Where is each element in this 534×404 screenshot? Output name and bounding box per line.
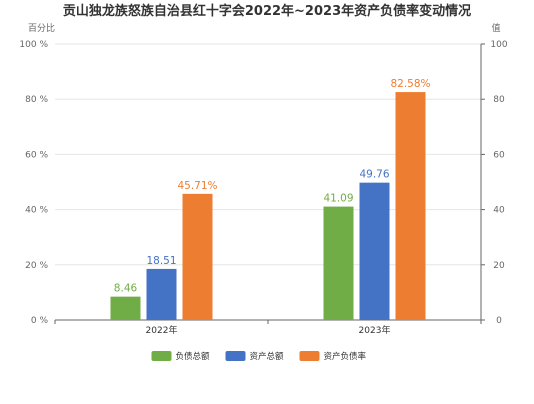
data-label: 49.76 bbox=[359, 169, 389, 181]
left-tick-label: 60 % bbox=[25, 150, 48, 160]
bar[interactable] bbox=[395, 92, 426, 321]
left-tick-label: 40 % bbox=[25, 206, 48, 216]
data-label: 41.09 bbox=[323, 193, 353, 205]
bar[interactable] bbox=[323, 206, 354, 320]
bars bbox=[110, 92, 426, 321]
bar[interactable] bbox=[110, 296, 141, 320]
left-axis-name: 百分比 bbox=[28, 22, 55, 34]
right-tick-label: 80 bbox=[493, 95, 505, 105]
legend-label[interactable]: 资产总额 bbox=[250, 351, 285, 362]
right-tick-label: 20 bbox=[493, 261, 505, 271]
x-tick-label: 2023年 bbox=[359, 324, 391, 336]
x-tick-label: 2022年 bbox=[146, 324, 178, 336]
right-tick-label: 40 bbox=[493, 206, 505, 216]
bar[interactable] bbox=[182, 193, 213, 320]
right-tick-label: 100 bbox=[490, 40, 507, 50]
left-tick-label: 80 % bbox=[25, 95, 48, 105]
right-axis-name: 值 bbox=[491, 22, 500, 34]
right-tick-label: 0 bbox=[496, 316, 502, 326]
data-label: 8.46 bbox=[114, 283, 138, 295]
legend-swatch[interactable] bbox=[299, 351, 320, 361]
legend[interactable]: 负债总额 资产总额 资产负债率 bbox=[151, 351, 367, 362]
bar[interactable] bbox=[146, 268, 177, 320]
axes: 0 % 0 20 % 20 40 % 40 60 % 60 80 % 80 100 % 100 2022… bbox=[19, 40, 507, 336]
data-label: 82.58% bbox=[390, 78, 430, 90]
left-tick-label: 100 % bbox=[19, 40, 48, 50]
data-labels: 8.46 41.09 18.51 49.76 45.71% 82.58% bbox=[114, 78, 431, 295]
left-tick-label: 0 % bbox=[31, 316, 49, 326]
data-label: 45.71% bbox=[177, 180, 217, 192]
right-tick-label: 60 bbox=[493, 150, 505, 160]
legend-swatch[interactable] bbox=[225, 351, 246, 361]
legend-swatch[interactable] bbox=[151, 351, 172, 361]
bar[interactable] bbox=[359, 182, 390, 320]
data-label: 18.51 bbox=[146, 255, 176, 267]
legend-label[interactable]: 负债总额 bbox=[176, 351, 211, 362]
chart-title: 贡山独龙族怒族自治县红十字会2022年~2023年资产负债率变动情况 bbox=[63, 3, 471, 19]
legend-label[interactable]: 资产负债率 bbox=[324, 351, 367, 362]
left-tick-label: 20 % bbox=[25, 261, 48, 271]
